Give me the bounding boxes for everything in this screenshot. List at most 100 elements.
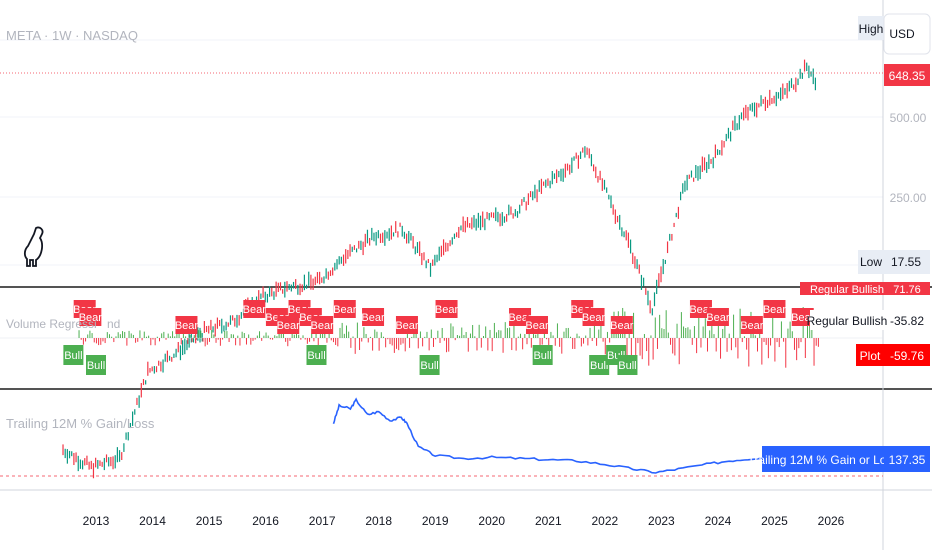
current-price-tag [884,64,930,86]
legend-value-3: -59.76 [890,349,924,363]
bear-marker [435,300,458,318]
bull-marker [419,355,440,375]
bear-marker [582,308,605,326]
low-badge [858,250,884,274]
time-axis-label: 2025 [761,514,788,528]
dino-logo-icon [23,226,44,267]
trailing-legend-value-tag [884,446,930,472]
time-axis-label: 2020 [478,514,505,528]
legend-tag-3 [856,344,884,366]
bear-marker [395,316,418,334]
bear-marker [509,308,532,326]
bear-marker-label: Bear [706,312,730,324]
bull-marker-label: Bull [533,350,551,362]
bear-marker [243,300,266,318]
bull-marker-label: Bull [307,350,325,362]
currency-button[interactable] [883,13,931,55]
low-value: 17.55 [891,255,921,269]
symbol-title[interactable]: META · 1W · NASDAQ [6,28,138,43]
time-axis-label: 2026 [818,514,845,528]
volume-markers[interactable]: Bear Bear Bear Bear Bear Bear Bear Bear Bear Bear… [63,300,815,375]
bear-marker-label: Bear [395,320,419,332]
bear-marker-label: Bear [435,304,459,316]
bear-marker-label: Bear [175,320,199,332]
legend-label-3: Plot [860,349,881,363]
time-axis-label: 2019 [422,514,449,528]
time-axis-label: 2021 [535,514,562,528]
time-axis-label: 2014 [139,514,166,528]
bear-marker [333,300,356,318]
currency-label: USD [889,27,915,41]
bull-marker [617,355,638,375]
legend-value-1: 71.76 [893,284,921,296]
bear-marker [763,300,786,318]
bear-marker [277,316,300,334]
bear-marker-label: Bear [79,312,103,324]
bull-marker-label: Bull [64,350,82,362]
bear-marker-label: Bear [763,304,787,316]
bear-marker-label: Bear [243,304,267,316]
current-price-value: 648.35 [889,69,926,83]
bear-marker [311,316,334,334]
bull-marker [306,345,327,365]
legend-label-2: Regular Bullish [807,314,888,328]
trailing-line [332,397,799,474]
volume-pane-title[interactable]: Volume Regressi [6,317,97,331]
trailing-pane-title[interactable]: Trailing 12M % Gain/Loss [6,416,155,431]
time-axis-label: 2024 [705,514,732,528]
grid-lines [0,39,883,266]
legend-tag-2 [810,310,884,330]
legend-value-tag-3 [884,344,930,366]
bear-marker [689,300,712,318]
price-tick-250: 250.00 [890,191,927,205]
low-label: Low [860,255,882,269]
bull-marker-label: Bull [590,360,608,372]
bear-marker-label: Bear [610,320,634,332]
high-badge [858,16,884,40]
low-value-badge [884,250,930,274]
price-tick-500: 500.00 [890,111,927,125]
trailing-series[interactable] [332,397,799,474]
bear-marker [175,316,198,334]
trailing-legend-tag [762,446,884,472]
bear-marker-label: Bear [525,320,549,332]
time-axis-label: 2018 [365,514,392,528]
volume-pane-title-tail: nd [107,317,120,331]
bull-marker [589,355,610,375]
time-axis-label: 2023 [648,514,675,528]
time-axis[interactable]: 2013 2014 2015 2016 2017 2018 2019 2020 2021 2022… [83,514,845,528]
bear-marker-label: Bear [791,312,815,324]
legend-tag-1 [800,282,884,295]
legend-label-1: Regular Bullish [810,284,884,296]
price-candles[interactable] [62,59,817,479]
bear-marker [79,308,102,326]
time-axis-label: 2015 [196,514,223,528]
time-axis-label: 2022 [591,514,618,528]
bear-marker [706,308,729,326]
bear-marker-label: Bear [311,320,335,332]
time-axis-label: 2013 [83,514,110,528]
bear-marker-label: Bear [361,312,385,324]
time-axis-label: 2016 [252,514,279,528]
trailing-legend-label: Trailing 12M % Gain or Loss [748,453,899,467]
bull-marker [532,345,553,365]
legend-value-2: -35.82 [890,314,924,328]
time-axis-label: 2017 [309,514,336,528]
bull-marker [63,345,84,365]
high-label: High [859,22,884,36]
bull-marker-label: Bull [87,360,105,372]
bull-marker [86,355,106,375]
legend-value-tag-1 [884,282,930,295]
bear-marker [791,308,814,326]
bear-marker [526,316,548,334]
bear-marker [740,316,763,334]
bull-marker-label: Bull [618,360,636,372]
bear-marker-label: Bear [740,320,764,332]
bear-marker [362,308,385,326]
trailing-legend-value: 137.35 [889,453,926,467]
bear-marker-label: Bear [333,304,357,316]
bear-marker-label: Bear [582,312,606,324]
bear-marker [610,316,633,334]
bull-marker-label: Bull [420,360,438,372]
